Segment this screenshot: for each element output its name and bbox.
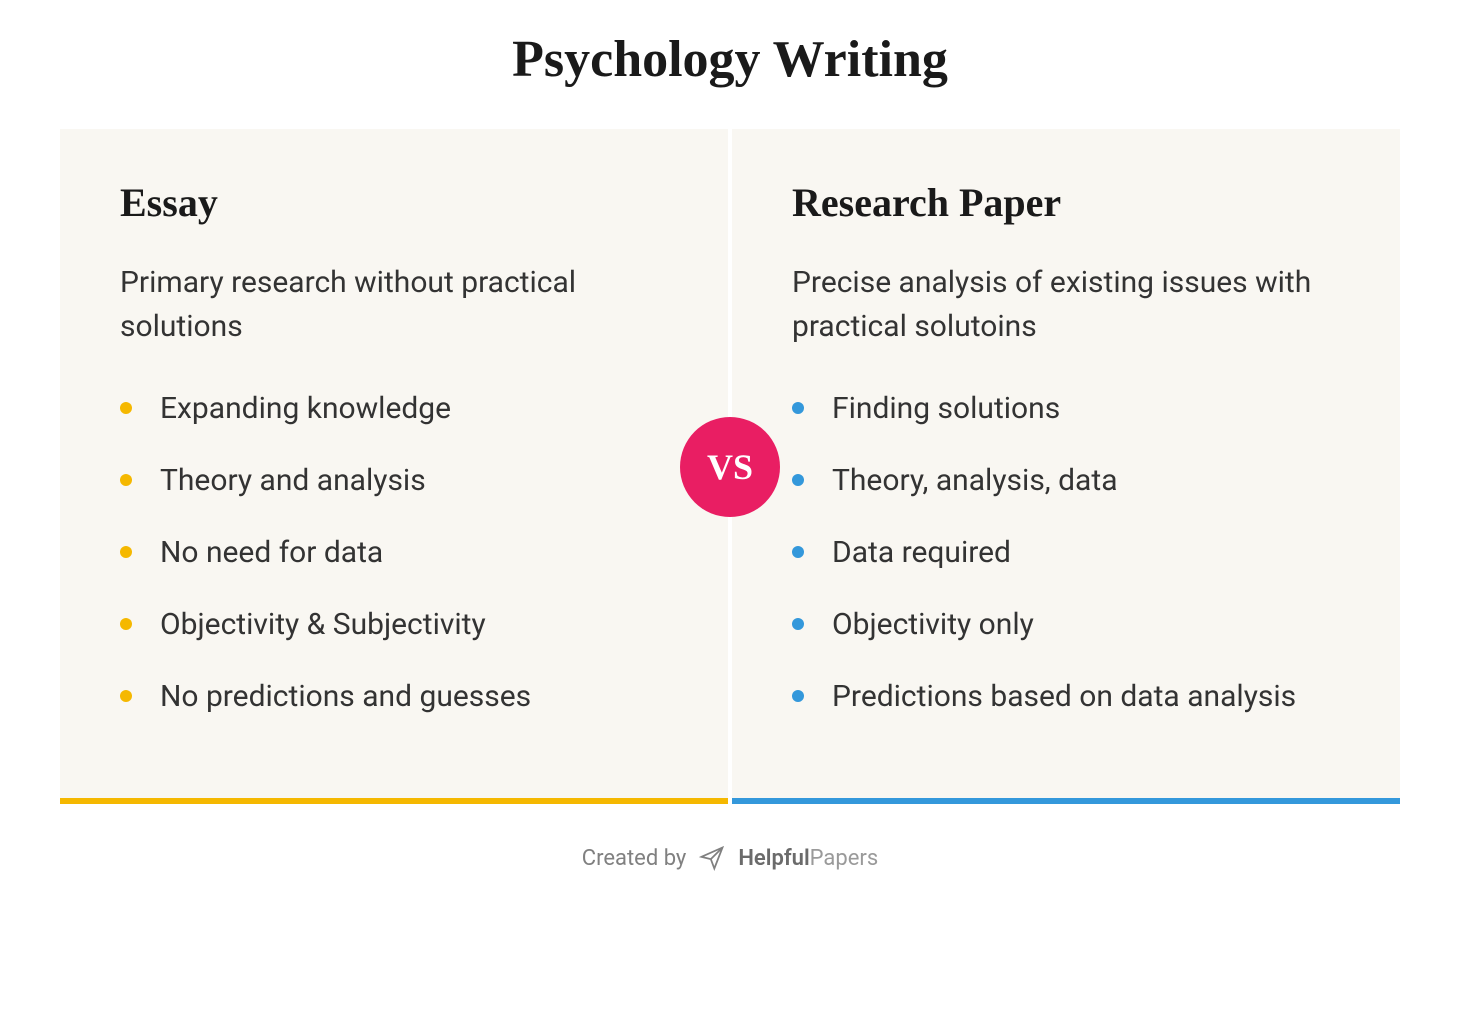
essay-panel: Essay Primary research without practical… bbox=[60, 129, 728, 804]
bullet-icon bbox=[792, 546, 804, 558]
page-title: Psychology Writing bbox=[60, 30, 1400, 89]
essay-bullet-list: Expanding knowledge Theory and analysis … bbox=[120, 388, 668, 718]
bullet-icon bbox=[792, 618, 804, 630]
essay-description: Primary research without practical solut… bbox=[120, 261, 668, 348]
list-item-text: Objectivity only bbox=[832, 604, 1034, 646]
list-item-text: Data required bbox=[832, 532, 1011, 574]
list-item-text: No predictions and guesses bbox=[160, 676, 531, 718]
essay-title: Essay bbox=[120, 179, 668, 226]
list-item-text: Theory and analysis bbox=[160, 460, 426, 502]
footer-brand-bold: Helpful bbox=[738, 846, 809, 871]
list-item: Objectivity & Subjectivity bbox=[120, 604, 668, 646]
list-item: Objectivity only bbox=[792, 604, 1340, 646]
list-item-text: Predictions based on data analysis bbox=[832, 676, 1296, 718]
footer-created-by: Created by bbox=[582, 846, 687, 871]
footer-brand-light: Papers bbox=[810, 846, 879, 871]
research-paper-bullet-list: Finding solutions Theory, analysis, data… bbox=[792, 388, 1340, 718]
research-paper-description: Precise analysis of existing issues with… bbox=[792, 261, 1340, 348]
bullet-icon bbox=[792, 690, 804, 702]
list-item: Data required bbox=[792, 532, 1340, 574]
list-item-text: Objectivity & Subjectivity bbox=[160, 604, 486, 646]
list-item-text: No need for data bbox=[160, 532, 383, 574]
research-paper-panel: Research Paper Precise analysis of exist… bbox=[732, 129, 1400, 804]
list-item: No need for data bbox=[120, 532, 668, 574]
list-item: No predictions and guesses bbox=[120, 676, 668, 718]
list-item: Expanding knowledge bbox=[120, 388, 668, 430]
research-paper-title: Research Paper bbox=[792, 179, 1340, 226]
comparison-container: Essay Primary research without practical… bbox=[60, 129, 1400, 804]
bullet-icon bbox=[120, 546, 132, 558]
paper-plane-icon bbox=[698, 844, 726, 872]
bullet-icon bbox=[120, 618, 132, 630]
list-item: Theory, analysis, data bbox=[792, 460, 1340, 502]
list-item: Finding solutions bbox=[792, 388, 1340, 430]
bullet-icon bbox=[792, 474, 804, 486]
footer-brand: HelpfulPapers bbox=[738, 846, 878, 871]
list-item-text: Expanding knowledge bbox=[160, 388, 451, 430]
footer: Created by HelpfulPapers bbox=[60, 844, 1400, 872]
vs-badge: VS bbox=[680, 417, 780, 517]
bullet-icon bbox=[792, 402, 804, 414]
bullet-icon bbox=[120, 474, 132, 486]
list-item: Theory and analysis bbox=[120, 460, 668, 502]
bullet-icon bbox=[120, 690, 132, 702]
list-item: Predictions based on data analysis bbox=[792, 676, 1340, 718]
list-item-text: Finding solutions bbox=[832, 388, 1060, 430]
bullet-icon bbox=[120, 402, 132, 414]
list-item-text: Theory, analysis, data bbox=[832, 460, 1118, 502]
